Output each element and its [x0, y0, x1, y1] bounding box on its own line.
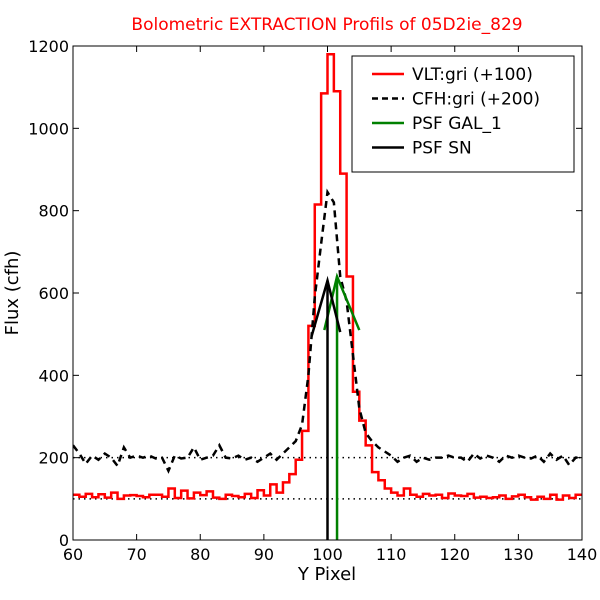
x-tick-label: 70	[126, 545, 146, 564]
series-2	[73, 188, 582, 474]
chart-title: Bolometric EXTRACTION Profils of 05D2ie_…	[131, 15, 522, 35]
plot-clip-group	[73, 52, 582, 540]
series-4	[310, 275, 342, 540]
axes: 60 70 80 90 100 110 120 130 140 0 200 400 600 800 1000…	[28, 37, 597, 564]
y-tick-label: 600	[38, 284, 69, 303]
series-1	[73, 52, 582, 501]
y-tick-label: 1200	[28, 37, 69, 56]
legend-entry: VLT:gri (+100)	[372, 65, 533, 85]
legend-box	[351, 55, 575, 173]
legend-label: PSF GAL_1	[412, 114, 502, 134]
x-tick-label: 80	[190, 545, 210, 564]
legend-label: VLT:gri (+100)	[412, 65, 533, 85]
series-line	[73, 52, 582, 501]
x-tick-label: 110	[376, 545, 407, 564]
y-tick-label: 800	[38, 202, 69, 221]
y-tick-label: 1000	[28, 119, 69, 138]
series-line	[73, 188, 582, 474]
y-tick-label: 400	[38, 366, 69, 385]
y-tick-label: 200	[38, 449, 69, 468]
x-tick-label: 120	[439, 545, 470, 564]
legend-label: CFH:gri (+200)	[412, 90, 540, 110]
x-tick-label: 90	[254, 545, 274, 564]
legend-entry: CFH:gri (+200)	[372, 90, 540, 110]
y-axis-label: Flux (cfh)	[2, 251, 23, 336]
legend-label: PSF SN	[412, 139, 472, 159]
legend-entry: PSF SN	[372, 139, 472, 159]
y-tick-label: 0	[59, 531, 69, 550]
legend-entry: PSF GAL_1	[372, 114, 502, 134]
x-tick-label: 60	[63, 545, 83, 564]
x-tick-label: 140	[567, 545, 598, 564]
plot-area	[73, 52, 582, 540]
x-tick-label: 130	[503, 545, 534, 564]
series-3	[323, 272, 361, 540]
x-axis-label: Y Pixel	[297, 564, 356, 585]
x-tick-label: 100	[312, 545, 343, 564]
legend: VLT:gri (+100) CFH:gri (+200) PSF GAL_1 PSF…	[351, 55, 575, 173]
